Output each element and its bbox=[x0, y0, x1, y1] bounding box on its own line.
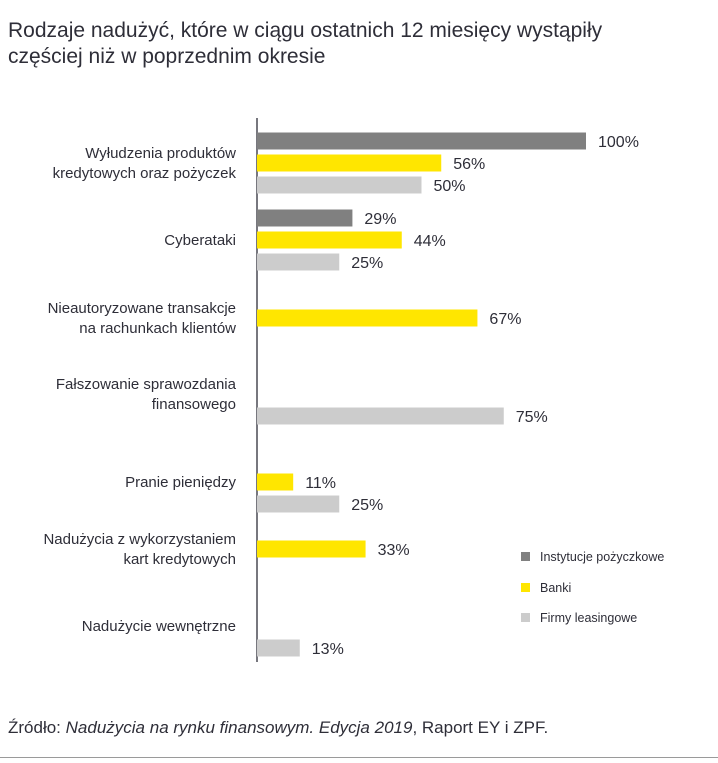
bar-cyberataki-firmy bbox=[257, 253, 340, 271]
value-label-wyludzenia-banki: 56% bbox=[453, 156, 485, 173]
chart-title-line-2: częściej niż w poprzednim okresie bbox=[8, 45, 326, 68]
legend-swatch-banki bbox=[521, 583, 530, 592]
bar-cyberataki-instytucje bbox=[257, 209, 353, 227]
source-suffix: , Raport EY i ZPF. bbox=[412, 718, 549, 737]
source-publication: Nadużycia na rynku finansowym. Edycja 20… bbox=[65, 718, 413, 737]
value-label-nieautoryzowane-transakcje-banki: 67% bbox=[489, 311, 521, 328]
legend-label-instytucje: Instytucje pożyczkowe bbox=[540, 550, 664, 564]
category-label-pranie-pieniedzy: Pranie pieniędzy bbox=[125, 474, 236, 491]
bar-nieautoryzowane-transakcje-banki bbox=[257, 309, 478, 327]
value-label-wyludzenia-instytucje: 100% bbox=[598, 134, 639, 151]
bar-wyludzenia-instytucje bbox=[257, 132, 586, 150]
value-label-pranie-pieniedzy-firmy: 25% bbox=[351, 497, 383, 514]
category-label-wyludzenia: Wyłudzenia produktów kredytowych oraz poż… bbox=[53, 145, 237, 182]
category-label-nieautoryzowane-transakcje: Nieautoryzowane transakcje na rachunkach … bbox=[48, 300, 237, 337]
value-label-cyberataki-instytucje: 29% bbox=[364, 211, 396, 228]
source-prefix: Źródło: bbox=[8, 718, 66, 737]
bar-falszowanie-sprawozdania-firmy bbox=[257, 407, 504, 425]
legend-label-banki: Banki bbox=[540, 581, 571, 595]
value-label-falszowanie-sprawozdania-firmy: 75% bbox=[516, 409, 548, 426]
value-label-naduzycie-wewnetrzne-firmy: 13% bbox=[312, 641, 344, 658]
bar-cyberataki-banki bbox=[257, 231, 402, 249]
bottom-divider bbox=[0, 757, 718, 758]
source-note: Źródło: Nadużycia na rynku finansowym. E… bbox=[8, 718, 548, 738]
bar-naduzycie-wewnetrzne-firmy bbox=[257, 639, 300, 657]
value-label-cyberataki-firmy: 25% bbox=[351, 255, 383, 272]
category-label-naduzycia-karty: Nadużycia z wykorzystaniem kart kredytowy… bbox=[43, 531, 236, 568]
bar-naduzycia-karty-banki bbox=[257, 540, 366, 558]
legend-swatch-instytucje bbox=[521, 552, 530, 561]
value-label-naduzycia-karty-banki: 33% bbox=[378, 542, 410, 559]
bar-chart: Wyłudzenia produktów kredytowych oraz poż… bbox=[43, 118, 664, 662]
legend-swatch-firmy bbox=[521, 613, 530, 622]
legend-label-firmy: Firmy leasingowe bbox=[540, 611, 637, 625]
bar-pranie-pieniedzy-firmy bbox=[257, 495, 340, 513]
chart-title: Rodzaje nadużyć, które w ciągu ostatnich… bbox=[8, 18, 708, 70]
bar-wyludzenia-firmy bbox=[257, 176, 422, 194]
value-label-cyberataki-banki: 44% bbox=[414, 233, 446, 250]
chart-title-line-1: Rodzaje nadużyć, które w ciągu ostatnich… bbox=[8, 19, 603, 42]
value-label-wyludzenia-firmy: 50% bbox=[434, 178, 466, 195]
category-label-cyberataki: Cyberataki bbox=[164, 232, 236, 249]
category-label-naduzycie-wewnetrzne: Nadużycie wewnętrzne bbox=[82, 618, 236, 635]
bar-pranie-pieniedzy-banki bbox=[257, 473, 294, 491]
bar-wyludzenia-banki bbox=[257, 154, 442, 172]
category-label-falszowanie-sprawozdania: Fałszowanie sprawozdania finansowego bbox=[56, 376, 237, 413]
value-label-pranie-pieniedzy-banki: 11% bbox=[305, 475, 336, 492]
